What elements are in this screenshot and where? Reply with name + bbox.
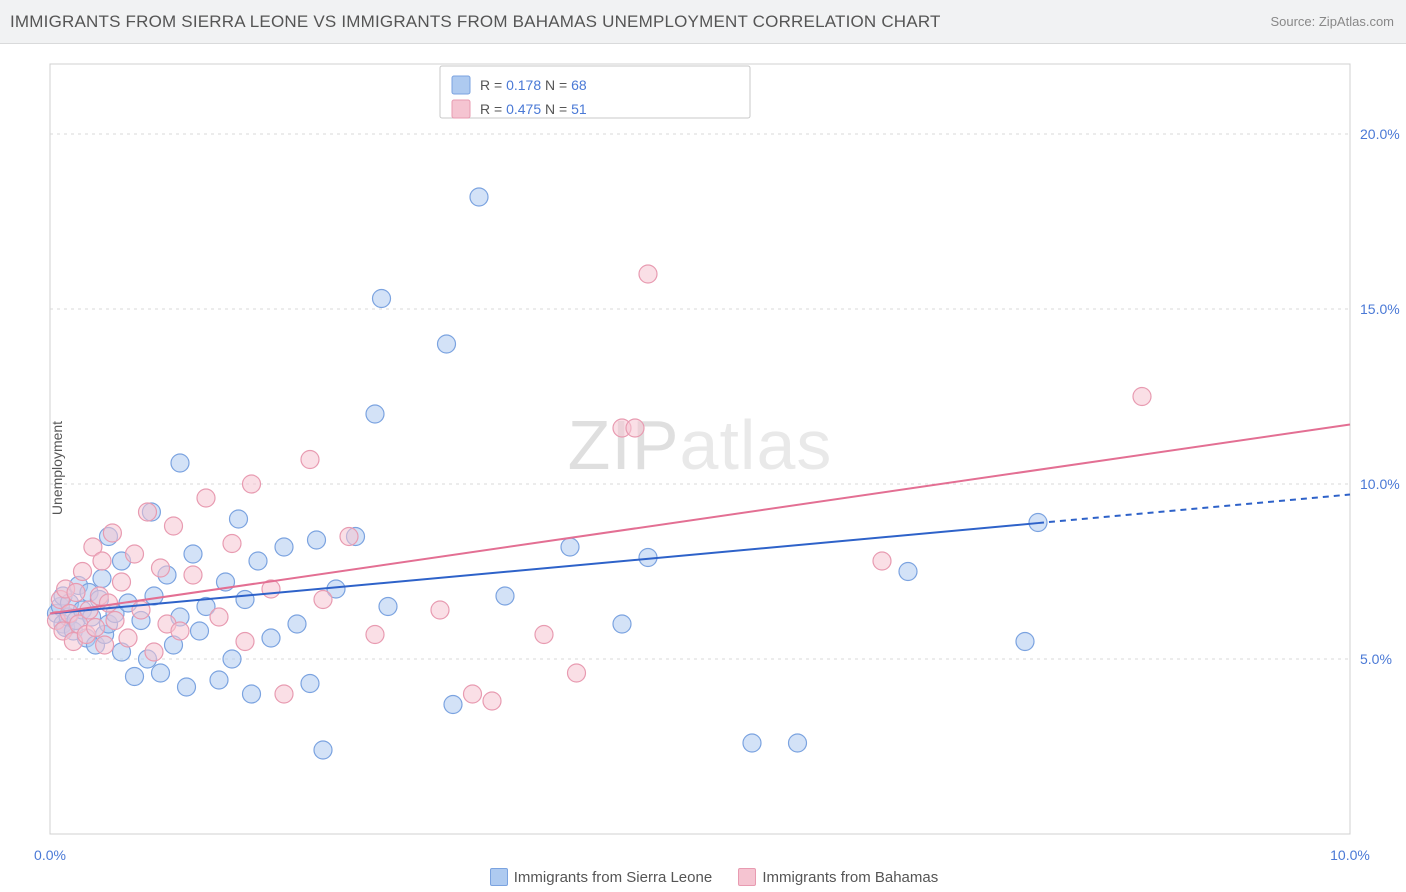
data-point: [184, 566, 202, 584]
legend-stats: R = 0.475 N = 51: [480, 101, 587, 117]
scatter-chart: 5.0% 10.0% 15.0% 20.0% 0.0% 10.0% ZIPatlas R = …: [0, 44, 1406, 892]
data-point: [275, 685, 293, 703]
data-point: [67, 584, 85, 602]
data-point: [93, 552, 111, 570]
y-tick-label: 15.0%: [1360, 301, 1400, 317]
data-point: [191, 622, 209, 640]
data-point: [210, 671, 228, 689]
y-tick-label: 5.0%: [1360, 651, 1392, 667]
data-point: [639, 265, 657, 283]
legend-swatch: [452, 76, 470, 94]
chart-title: IMMIGRANTS FROM SIERRA LEONE VS IMMIGRAN…: [10, 12, 941, 32]
data-point: [171, 454, 189, 472]
data-point: [1016, 633, 1034, 651]
data-point: [262, 629, 280, 647]
series-1: [48, 265, 1152, 710]
data-point: [223, 535, 241, 553]
data-point: [308, 531, 326, 549]
x-axis-legend: Immigrants from Sierra Leone Immigrants …: [0, 868, 1406, 886]
legend-stats: R = 0.178 N = 68: [480, 77, 587, 93]
data-point: [171, 622, 189, 640]
data-point: [535, 626, 553, 644]
y-tick-label: 10.0%: [1360, 476, 1400, 492]
data-point: [613, 615, 631, 633]
data-point: [197, 489, 215, 507]
data-point: [431, 601, 449, 619]
data-point: [743, 734, 761, 752]
data-point: [210, 608, 228, 626]
source-attribution: Source: ZipAtlas.com: [1270, 14, 1394, 29]
trend-line-extrapolated: [1038, 495, 1350, 524]
data-point: [145, 643, 163, 661]
data-point: [899, 563, 917, 581]
x-tick-label: 10.0%: [1330, 847, 1370, 863]
data-point: [314, 741, 332, 759]
data-point: [626, 419, 644, 437]
chart-header: IMMIGRANTS FROM SIERRA LEONE VS IMMIGRAN…: [0, 0, 1406, 44]
y-axis-label: Unemployment: [49, 421, 65, 515]
data-point: [438, 335, 456, 353]
data-point: [126, 545, 144, 563]
data-point: [301, 675, 319, 693]
data-point: [288, 615, 306, 633]
data-point: [275, 538, 293, 556]
data-point: [152, 559, 170, 577]
chart-area: Unemployment 5.0% 10.0% 15.0% 20.0% 0.0% 10.0…: [0, 44, 1406, 892]
y-tick-label: 20.0%: [1360, 126, 1400, 142]
data-point: [366, 405, 384, 423]
data-point: [126, 668, 144, 686]
data-point: [103, 524, 121, 542]
data-point: [496, 587, 514, 605]
data-point: [106, 612, 124, 630]
data-point: [243, 475, 261, 493]
data-point: [87, 619, 105, 637]
legend-swatch: [490, 868, 508, 886]
data-point: [152, 664, 170, 682]
data-point: [113, 573, 131, 591]
data-point: [379, 598, 397, 616]
legend-label: Immigrants from Sierra Leone: [514, 869, 712, 886]
data-point: [1133, 388, 1151, 406]
legend-swatch: [738, 868, 756, 886]
data-point: [236, 591, 254, 609]
data-point: [366, 626, 384, 644]
data-point: [249, 552, 267, 570]
data-point: [178, 678, 196, 696]
data-point: [470, 188, 488, 206]
watermark: ZIPatlas: [568, 406, 833, 484]
legend-swatch: [452, 100, 470, 118]
data-point: [230, 510, 248, 528]
series-0: [48, 188, 1048, 759]
data-point: [236, 633, 254, 651]
data-point: [373, 290, 391, 308]
data-point: [243, 685, 261, 703]
data-point: [483, 692, 501, 710]
data-point: [74, 563, 92, 581]
x-tick-label: 0.0%: [34, 847, 66, 863]
data-point: [93, 570, 111, 588]
data-point: [139, 503, 157, 521]
data-point: [444, 696, 462, 714]
data-point: [223, 650, 241, 668]
data-point: [873, 552, 891, 570]
data-point: [789, 734, 807, 752]
data-point: [96, 636, 114, 654]
data-point: [145, 587, 163, 605]
data-point: [165, 517, 183, 535]
data-point: [340, 528, 358, 546]
data-point: [568, 664, 586, 682]
data-point: [314, 591, 332, 609]
data-point: [184, 545, 202, 563]
data-point: [464, 685, 482, 703]
data-point: [561, 538, 579, 556]
legend-label: Immigrants from Bahamas: [762, 869, 938, 886]
data-point: [119, 629, 137, 647]
data-point: [301, 451, 319, 469]
